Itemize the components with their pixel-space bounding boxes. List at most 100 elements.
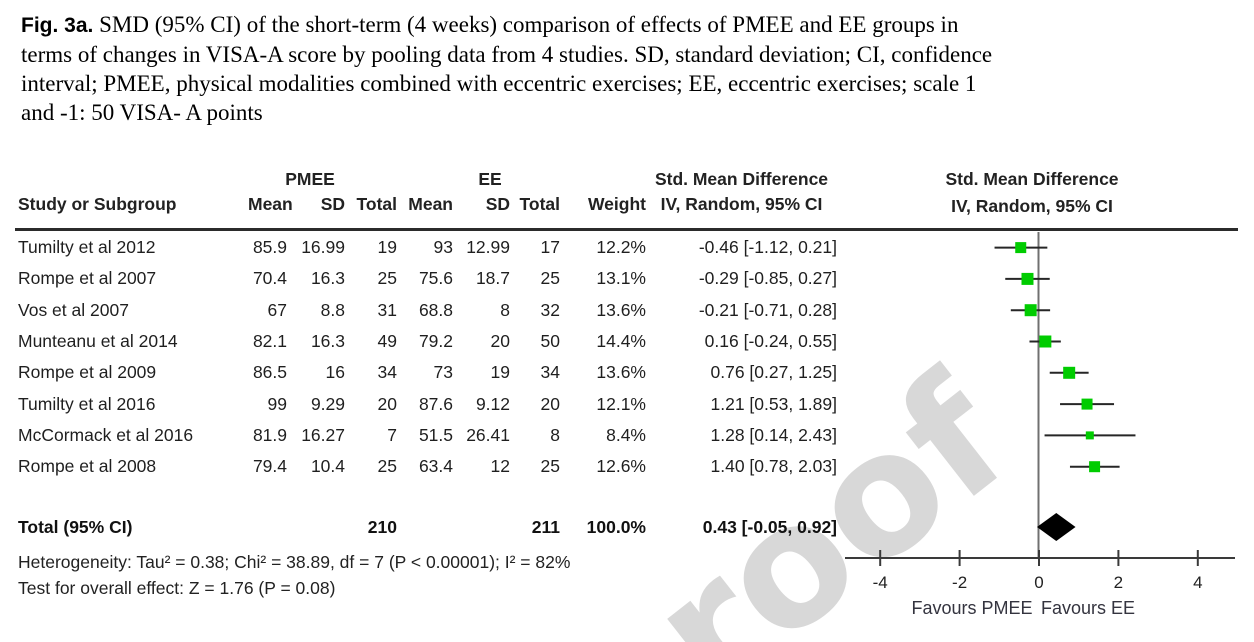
cell-sd-pmee: 16	[325, 362, 345, 383]
cell-total-pmee: 31	[377, 299, 397, 320]
total-row: Total (95% CI) 210 211 100.0% 0.43 [-0.0…	[18, 512, 837, 543]
cell-sd-ee: 18.7	[475, 268, 510, 289]
column-header-total-pmee: Total	[356, 194, 397, 214]
cell-sd-ee: 12	[490, 456, 510, 477]
cell-total-pmee: 25	[377, 268, 397, 289]
cell-sd-pmee: 16.99	[301, 237, 345, 258]
cell-mean-ee: 51.5	[418, 424, 453, 445]
cell-weight: 12.6%	[596, 456, 646, 477]
cell-weight: 13.1%	[596, 268, 646, 289]
cell-sd-ee: 12.99	[466, 237, 510, 258]
cell-sd-pmee: 9.29	[310, 393, 345, 414]
cell-mean-pmee: 85.9	[252, 237, 287, 258]
table-column-headers: Study or Subgroup Mean SD Total Mean SD …	[18, 194, 837, 215]
table-body: Tumilty et al 2012 85.9 16.99 19 93 12.99 17 12…	[18, 232, 837, 482]
cell-study-name: Tumilty et al 2016	[18, 393, 156, 414]
cell-study-name: Munteanu et al 2014	[18, 331, 178, 352]
cell-effect-ci: -0.21 [-0.71, 0.28]	[698, 299, 837, 320]
cell-mean-ee: 87.6	[418, 393, 453, 414]
group-header-ee: EE	[478, 169, 502, 189]
column-header-ci: IV, Random, 95% CI	[660, 194, 823, 214]
column-header-sd-pmee: SD	[320, 194, 345, 214]
cell-study-name: Rompe et al 2008	[18, 456, 157, 477]
cell-mean-ee: 75.6	[418, 268, 453, 289]
cell-sd-ee: 19	[490, 362, 510, 383]
caption-line-3: interval; PMEE, physical modalities comb…	[21, 71, 977, 96]
caption-line-2: terms of changes in VISA-A score by pool…	[21, 42, 993, 67]
cell-effect-ci: 0.16 [-0.24, 0.55]	[704, 331, 837, 352]
cell-weight: 14.4%	[596, 331, 646, 352]
caption-text-1: SMD (95% CI) of the short-term (4 weeks)…	[99, 12, 959, 37]
caption-line-1: Fig. 3a. SMD (95% CI) of the short-term …	[21, 10, 1181, 40]
plot-header-line2: IV, Random, 95% CI	[951, 196, 1113, 216]
cell-total-pmee: 34	[377, 362, 397, 383]
column-header-total-ee: Total	[519, 194, 560, 214]
cell-effect-ci: 0.76 [0.27, 1.25]	[710, 362, 838, 383]
cell-mean-pmee: 70.4	[252, 268, 287, 289]
cell-mean-pmee: 67	[267, 299, 287, 320]
cell-effect-ci: 1.40 [0.78, 2.03]	[710, 456, 838, 477]
cell-study-name: Tumilty et al 2012	[18, 237, 156, 258]
cell-sd-pmee: 16.3	[310, 331, 345, 352]
column-header-study: Study or Subgroup	[18, 194, 177, 214]
plot-header-line1: Std. Mean Difference	[945, 169, 1119, 189]
cell-sd-ee: 8	[500, 299, 510, 320]
cell-effect-ci: -0.29 [-0.85, 0.27]	[698, 268, 837, 289]
group-header-pmee: PMEE	[285, 169, 335, 189]
cell-study-name: Vos et al 2007	[18, 299, 129, 320]
cell-total-pmee: 7	[387, 424, 397, 445]
cell-mean-ee: 68.8	[418, 299, 453, 320]
cell-sd-pmee: 16.3	[310, 268, 345, 289]
cell-total-ee: 25	[540, 268, 560, 289]
cell-total-ee: 25	[540, 456, 560, 477]
figure-caption: Fig. 3a. SMD (95% CI) of the short-term …	[21, 10, 1181, 127]
column-header-mean-pmee: Mean	[248, 194, 293, 214]
cell-weight: 12.1%	[596, 393, 646, 414]
cell-weight: 13.6%	[596, 362, 646, 383]
cell-sd-ee: 26.41	[466, 424, 510, 445]
cell-mean-ee: 93	[433, 237, 453, 258]
cell-weight: 12.2%	[596, 237, 646, 258]
column-header-mean-ee: Mean	[408, 194, 453, 214]
cell-total-ee: 32	[540, 299, 560, 320]
total-ci: 0.43 [-0.05, 0.92]	[702, 517, 837, 537]
cell-sd-ee: 20	[490, 331, 510, 352]
effect-column-header: Std. Mean Difference	[654, 169, 829, 189]
cell-mean-ee: 63.4	[418, 456, 453, 477]
cell-effect-ci: 1.21 [0.53, 1.89]	[710, 393, 838, 414]
cell-sd-pmee: 8.8	[320, 299, 345, 320]
total-n-ee: 211	[531, 517, 560, 537]
column-header-sd-ee: SD	[485, 194, 510, 214]
figure-label: Fig. 3a.	[21, 14, 94, 37]
cell-sd-pmee: 10.4	[310, 456, 345, 477]
cell-study-name: Rompe et al 2007	[18, 268, 157, 289]
cell-total-pmee: 19	[377, 237, 397, 258]
cell-study-name: McCormack et al 2016	[18, 424, 194, 445]
cell-mean-pmee: 86.5	[252, 362, 287, 383]
overall-effect-test: Test for overall effect: Z = 1.76 (P = 0…	[18, 578, 336, 598]
total-weight: 100.0%	[586, 517, 646, 537]
column-header-weight: Weight	[587, 194, 646, 214]
total-label: Total (95% CI)	[18, 517, 133, 537]
cell-weight: 13.6%	[596, 299, 646, 320]
header-rule	[15, 228, 1238, 231]
cell-total-pmee: 25	[377, 456, 397, 477]
cell-sd-ee: 9.12	[475, 393, 510, 414]
cell-effect-ci: 1.28 [0.14, 2.43]	[710, 424, 838, 445]
cell-study-name: Rompe et al 2009	[18, 362, 157, 383]
caption-line-4: and -1: 50 VISA- A points	[21, 100, 263, 125]
cell-total-ee: 20	[540, 393, 560, 414]
cell-mean-pmee: 79.4	[252, 456, 287, 477]
cell-weight: 8.4%	[606, 424, 646, 445]
heterogeneity-stats: Heterogeneity: Tau² = 0.38; Chi² = 38.89…	[18, 552, 571, 572]
cell-total-ee: 17	[540, 237, 560, 258]
cell-total-ee: 8	[550, 424, 560, 445]
cell-effect-ci: -0.46 [-1.12, 0.21]	[698, 237, 837, 258]
cell-sd-pmee: 16.27	[301, 424, 345, 445]
cell-total-ee: 50	[540, 331, 560, 352]
cell-total-pmee: 49	[377, 331, 397, 352]
cell-total-ee: 34	[540, 362, 560, 383]
cell-mean-ee: 73	[433, 362, 453, 383]
total-n-pmee: 210	[367, 517, 397, 537]
cell-mean-pmee: 99	[267, 393, 287, 414]
